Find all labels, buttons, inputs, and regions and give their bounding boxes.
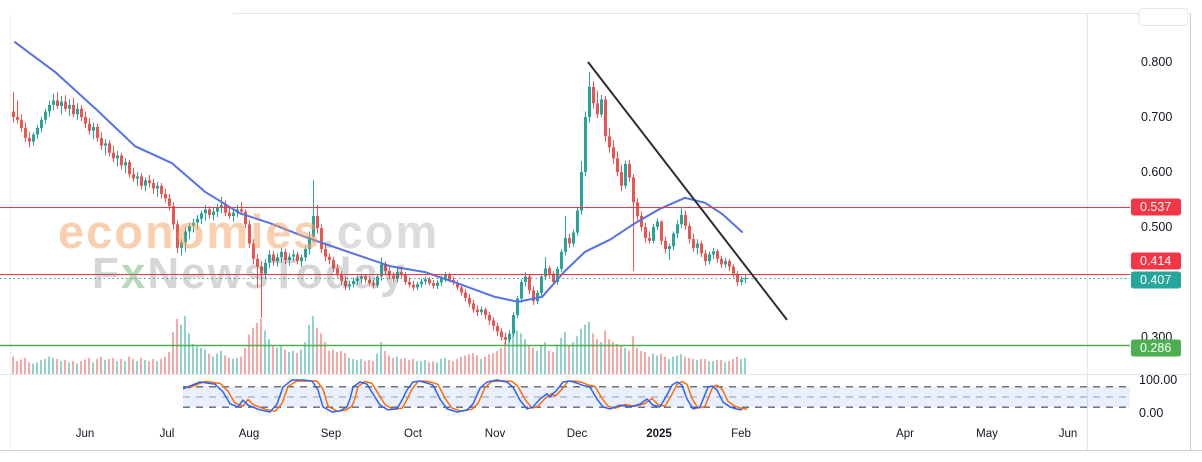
time-label: Sep xyxy=(321,428,341,440)
time-label: Jul xyxy=(160,428,175,440)
price-label: 0.500 xyxy=(1141,220,1172,234)
price-badge: 0.286 xyxy=(1131,339,1181,357)
legend-collapse-button[interactable] xyxy=(1138,8,1189,26)
trendline[interactable] xyxy=(587,61,788,321)
volume-bars xyxy=(12,316,746,374)
stochastic-indicator[interactable] xyxy=(182,379,1130,413)
time-label: 2025 xyxy=(646,428,672,440)
time-label: Jun xyxy=(76,428,95,440)
svg-text:0.414: 0.414 xyxy=(1140,254,1171,268)
time-label: Nov xyxy=(485,428,506,440)
price-badge: 0.407 xyxy=(1131,271,1181,289)
ma-line[interactable] xyxy=(14,41,743,303)
time-label: Aug xyxy=(239,428,259,440)
time-label: Apr xyxy=(896,428,914,440)
time-label: Jun xyxy=(1059,428,1078,440)
price-label: 0.800 xyxy=(1141,55,1172,69)
time-label: Feb xyxy=(731,428,751,440)
time-axis[interactable]: Jun Jul Aug Sep Oct Nov Dec 2025 Feb Apr May Jun xyxy=(76,428,1078,440)
price-label: 0.600 xyxy=(1141,165,1172,179)
price-axis[interactable]: 0.8000.7000.6000.5000.300100.000.000.537… xyxy=(1131,55,1181,420)
chart-frame xyxy=(0,13,1202,451)
price-badge: 0.414 xyxy=(1131,252,1181,270)
time-label: Dec xyxy=(567,428,588,440)
svg-text:0.537: 0.537 xyxy=(1140,200,1171,214)
time-label: Oct xyxy=(404,428,423,440)
price-label: 0.700 xyxy=(1141,110,1172,124)
stoch-k-line xyxy=(182,379,743,413)
time-label: May xyxy=(976,428,998,440)
horizontal-level-lines[interactable] xyxy=(0,207,1130,347)
candles[interactable] xyxy=(12,71,747,346)
svg-text:0.407: 0.407 xyxy=(1140,273,1171,287)
price-badge: 0.537 xyxy=(1131,198,1181,216)
osc-label: 0.00 xyxy=(1139,406,1163,420)
osc-label: 100.00 xyxy=(1139,373,1177,387)
svg-text:0.286: 0.286 xyxy=(1140,341,1171,355)
